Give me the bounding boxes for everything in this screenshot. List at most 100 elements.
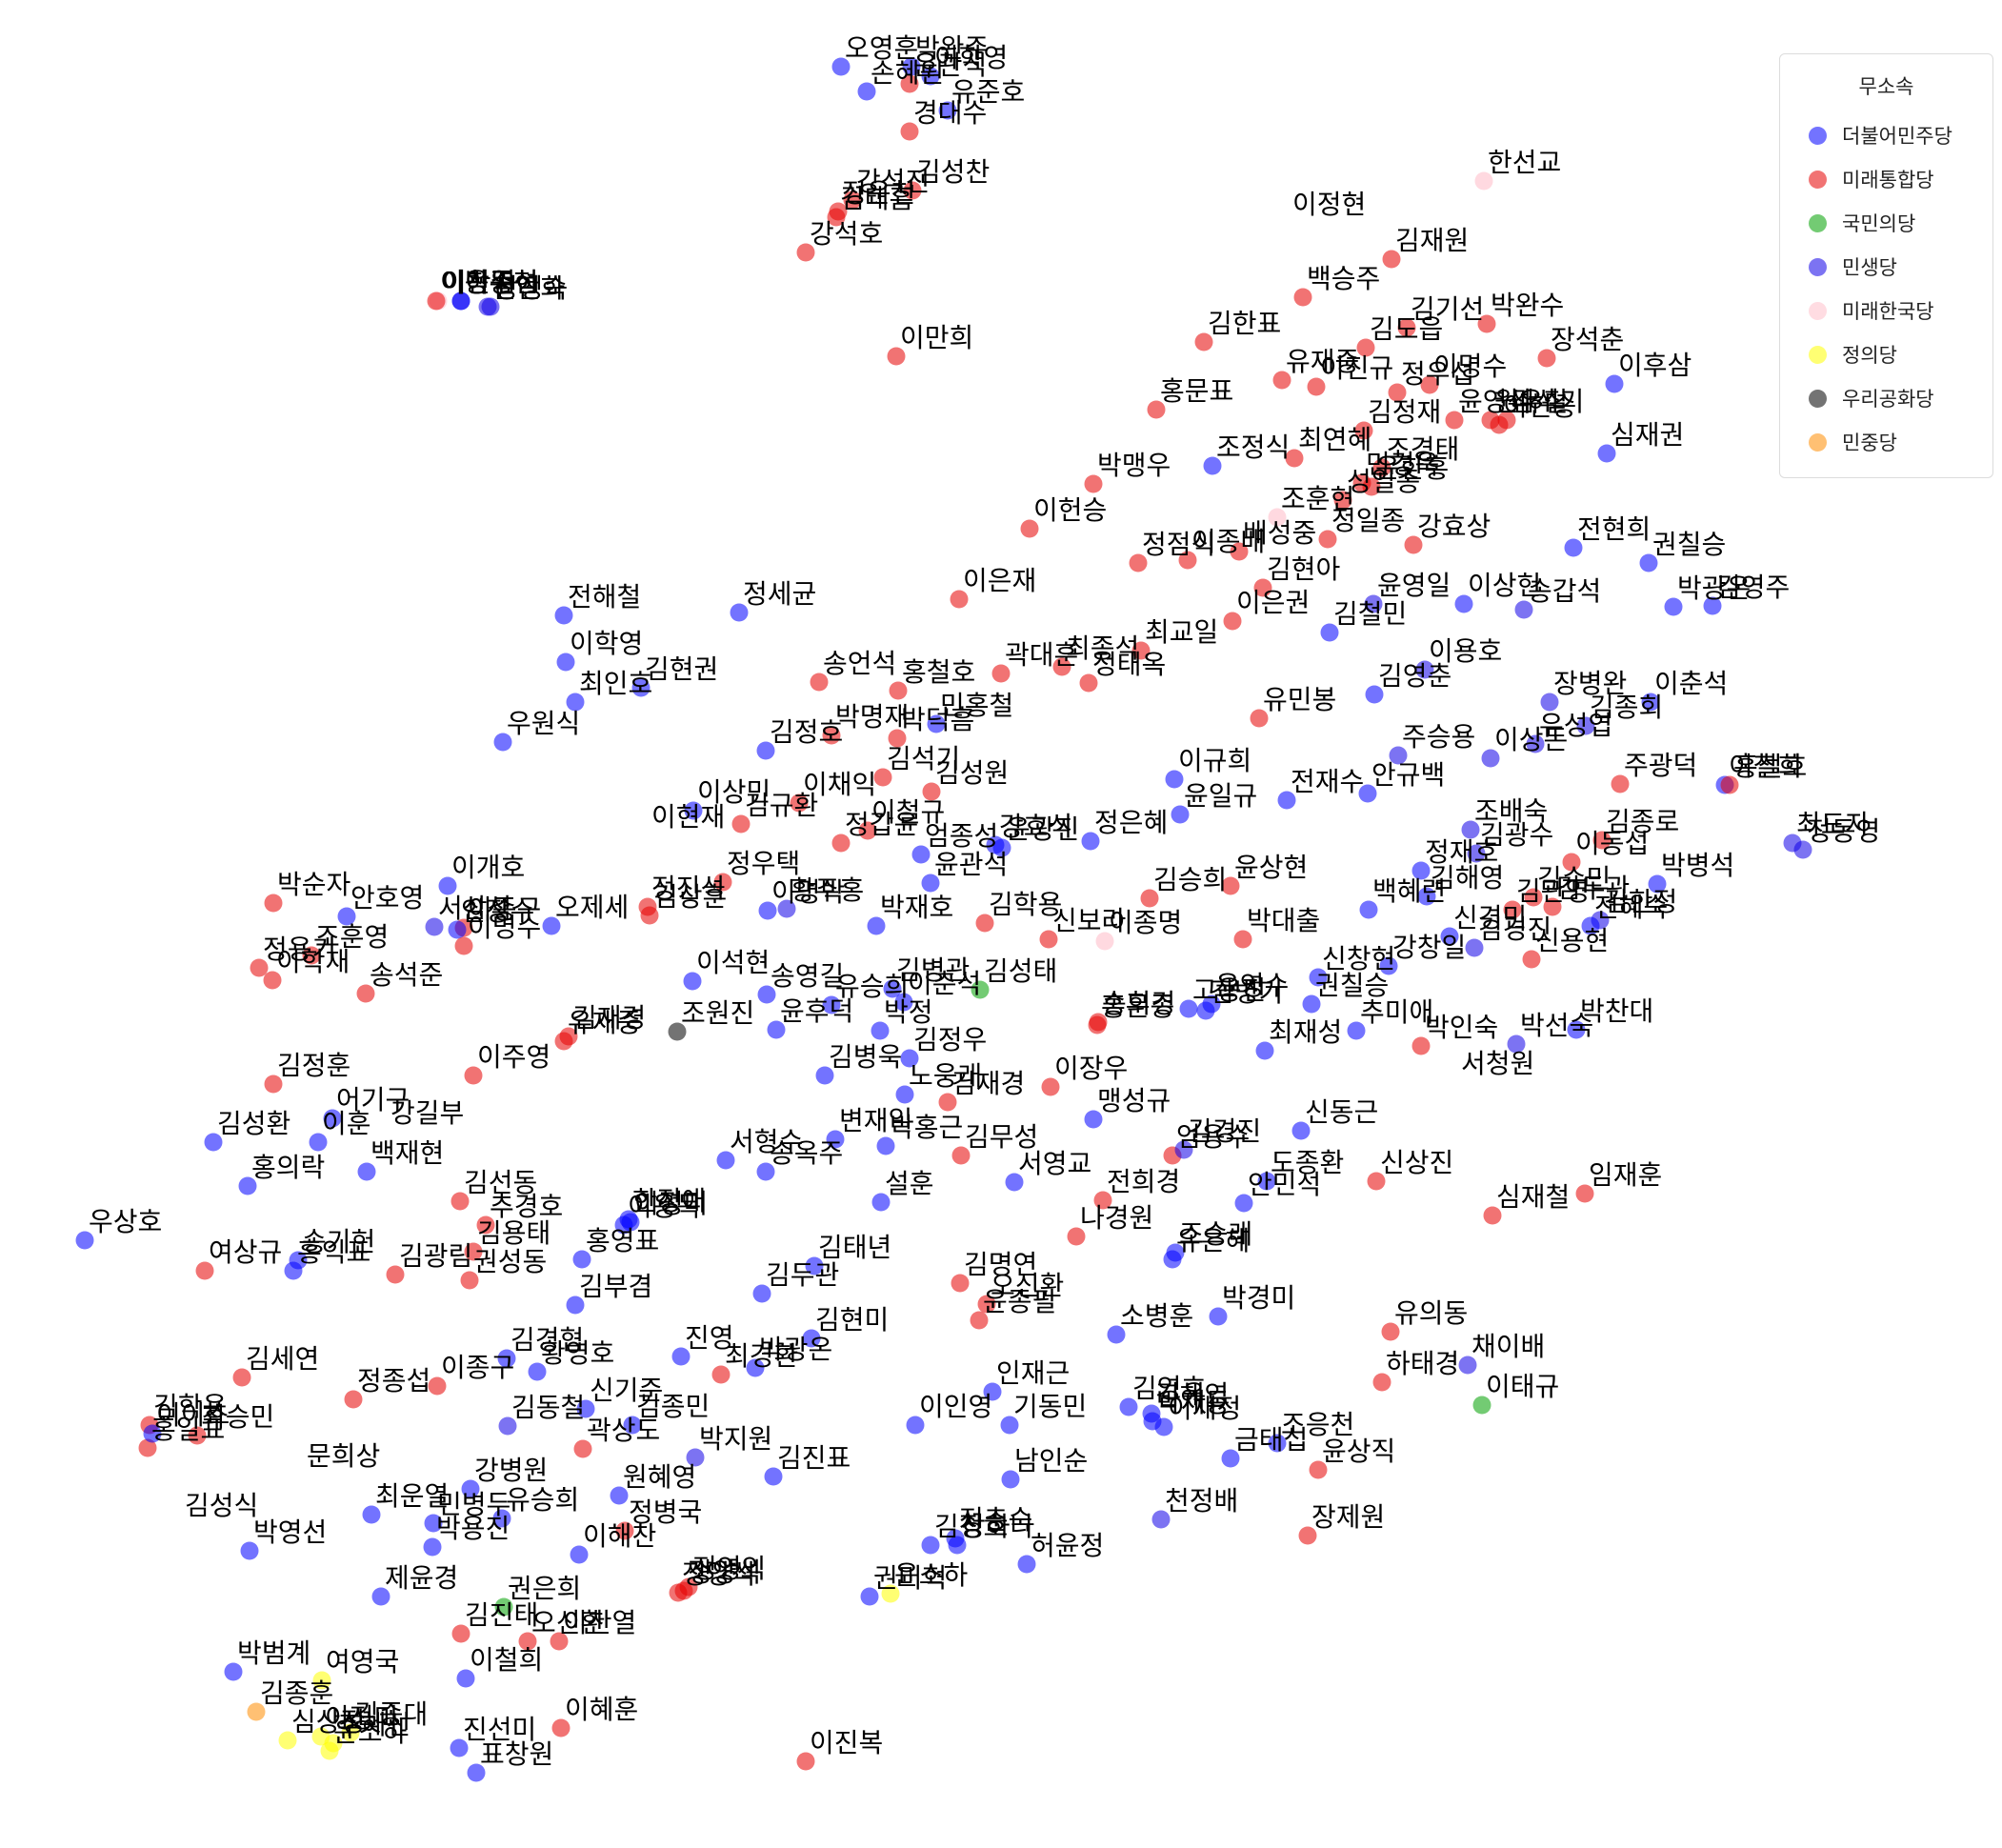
point-label-111: 김종로 — [1606, 806, 1679, 837]
point-label-196: 김경진 — [1188, 1115, 1261, 1147]
point-label-77: 김정호 — [770, 716, 843, 748]
point-268 — [362, 1505, 381, 1524]
point-label-304: 이진복 — [810, 1727, 883, 1758]
point-213 — [464, 1242, 483, 1261]
point-240 — [1372, 1373, 1391, 1392]
point-label-11: 강석호 — [810, 218, 883, 250]
point-label-221: 권성동 — [473, 1246, 547, 1277]
point-label-120: 정우택 — [727, 848, 800, 879]
point-label-106: 엄종성 — [925, 820, 998, 852]
point-label-276: 박용진 — [436, 1513, 510, 1544]
point-114 — [1793, 840, 1812, 859]
point-label-79: 박덕흠 — [901, 704, 974, 735]
point-96 — [1611, 774, 1630, 793]
point-label-230: 박경미 — [1222, 1282, 1295, 1314]
point-label-156: 김성태 — [984, 955, 1057, 987]
point-29 — [1272, 371, 1291, 390]
point-153 — [683, 972, 702, 991]
point-label-235: 황영호 — [541, 1337, 614, 1369]
point-27 — [1537, 349, 1556, 368]
point-244 — [1472, 1396, 1491, 1415]
point-label-233: 김세연 — [246, 1343, 319, 1375]
point-label-58: 윤영일 — [1377, 570, 1451, 601]
point-50 — [1129, 553, 1148, 572]
legend-marker-3 — [1809, 257, 1827, 276]
point-label-273: 김성식 — [185, 1490, 258, 1521]
point-label-292: 박범계 — [237, 1637, 310, 1669]
point-33 — [1147, 400, 1166, 419]
point-label-33: 홍문표 — [1160, 375, 1233, 407]
point-label-190: 백재현 — [370, 1137, 444, 1169]
point-23 — [1194, 332, 1213, 352]
point-5 — [938, 101, 957, 120]
point-label-154: 송영길 — [771, 960, 844, 992]
point-70 — [631, 678, 651, 697]
point-8 — [843, 191, 862, 210]
point-89 — [922, 782, 941, 801]
point-254 — [1000, 1416, 1019, 1435]
point-label-260: 금태섭 — [1234, 1424, 1308, 1456]
point-label-86: 김종회 — [1590, 692, 1663, 723]
point-label-71: 송언석 — [823, 648, 896, 679]
point-label-61: 김철민 — [1333, 598, 1407, 630]
point-label-217: 여상규 — [209, 1236, 282, 1268]
point-271 — [1151, 1510, 1171, 1529]
point-label-85: 이춘석 — [1654, 668, 1728, 699]
point-93 — [1165, 770, 1184, 789]
point-label-100: 전재수 — [1291, 766, 1364, 797]
point-292 — [224, 1662, 243, 1681]
point-56 — [1253, 578, 1272, 597]
point-label-255: 김영호 — [1132, 1373, 1206, 1404]
point-label-185: 김성환 — [217, 1108, 290, 1139]
point-label-99: 윤일규 — [1184, 780, 1257, 812]
point-label-167: 김재경 — [572, 1002, 646, 1034]
point-280 — [946, 1529, 965, 1548]
point-72 — [889, 681, 908, 700]
point-177 — [264, 1075, 283, 1094]
point-236 — [671, 1347, 691, 1366]
point-label-263: 김진표 — [777, 1442, 851, 1474]
point-10 — [827, 208, 846, 227]
point-176 — [1567, 1020, 1586, 1039]
point-label-69: 최인호 — [579, 668, 652, 699]
point-label-163: 윤영수 — [1215, 970, 1289, 1001]
point-239 — [1458, 1356, 1477, 1375]
point-label-272: 장제원 — [1311, 1501, 1385, 1533]
point-label-119: 안호영 — [350, 882, 424, 914]
point-label-184: 어기구 — [336, 1084, 410, 1115]
point-label-302: 진선미 — [463, 1714, 536, 1745]
point-label-245: 김학용 — [153, 1391, 227, 1422]
point-label-175: 박선숙 — [1520, 1010, 1593, 1041]
point-296 — [278, 1731, 297, 1750]
point-label-191: 홍의락 — [251, 1152, 325, 1183]
point-34 — [1354, 421, 1373, 440]
point-label-108: 정은혜 — [1094, 807, 1168, 838]
point-label-129: 김승희 — [1153, 864, 1227, 895]
point-249 — [498, 1416, 517, 1436]
point-192 — [826, 1130, 845, 1149]
point-label-222: 홍영표 — [586, 1225, 659, 1256]
point-label-82: 김영춘 — [1378, 660, 1451, 692]
point-label-247: 홍일표 — [151, 1414, 225, 1445]
point-label-67: 최교일 — [1145, 616, 1218, 648]
point-label-195: 엄용수 — [1176, 1121, 1250, 1153]
point-label-186: 이훈 — [322, 1108, 371, 1139]
point-119 — [337, 907, 356, 926]
point-label-137: 김한정 — [1604, 886, 1677, 917]
point-label-146: 이종명 — [1109, 907, 1182, 938]
point-66 — [950, 590, 969, 609]
point-55 — [1639, 553, 1658, 572]
point-label-104: 이철규 — [871, 796, 945, 828]
point-179 — [815, 1066, 834, 1085]
point-300 — [341, 1723, 360, 1742]
point-label-204: 추경호 — [490, 1191, 563, 1222]
point-label-138: 전혜숙 — [1594, 892, 1668, 923]
point-label-1: 박완주 — [915, 32, 989, 64]
point-234 — [497, 1349, 516, 1368]
point-91 — [684, 801, 703, 820]
point-178 — [464, 1066, 483, 1085]
legend-label-6: 우리공화당 — [1842, 388, 1934, 411]
point-14 — [427, 291, 446, 311]
point-label-103: 정갑윤 — [845, 809, 918, 840]
point-86 — [1576, 716, 1595, 735]
